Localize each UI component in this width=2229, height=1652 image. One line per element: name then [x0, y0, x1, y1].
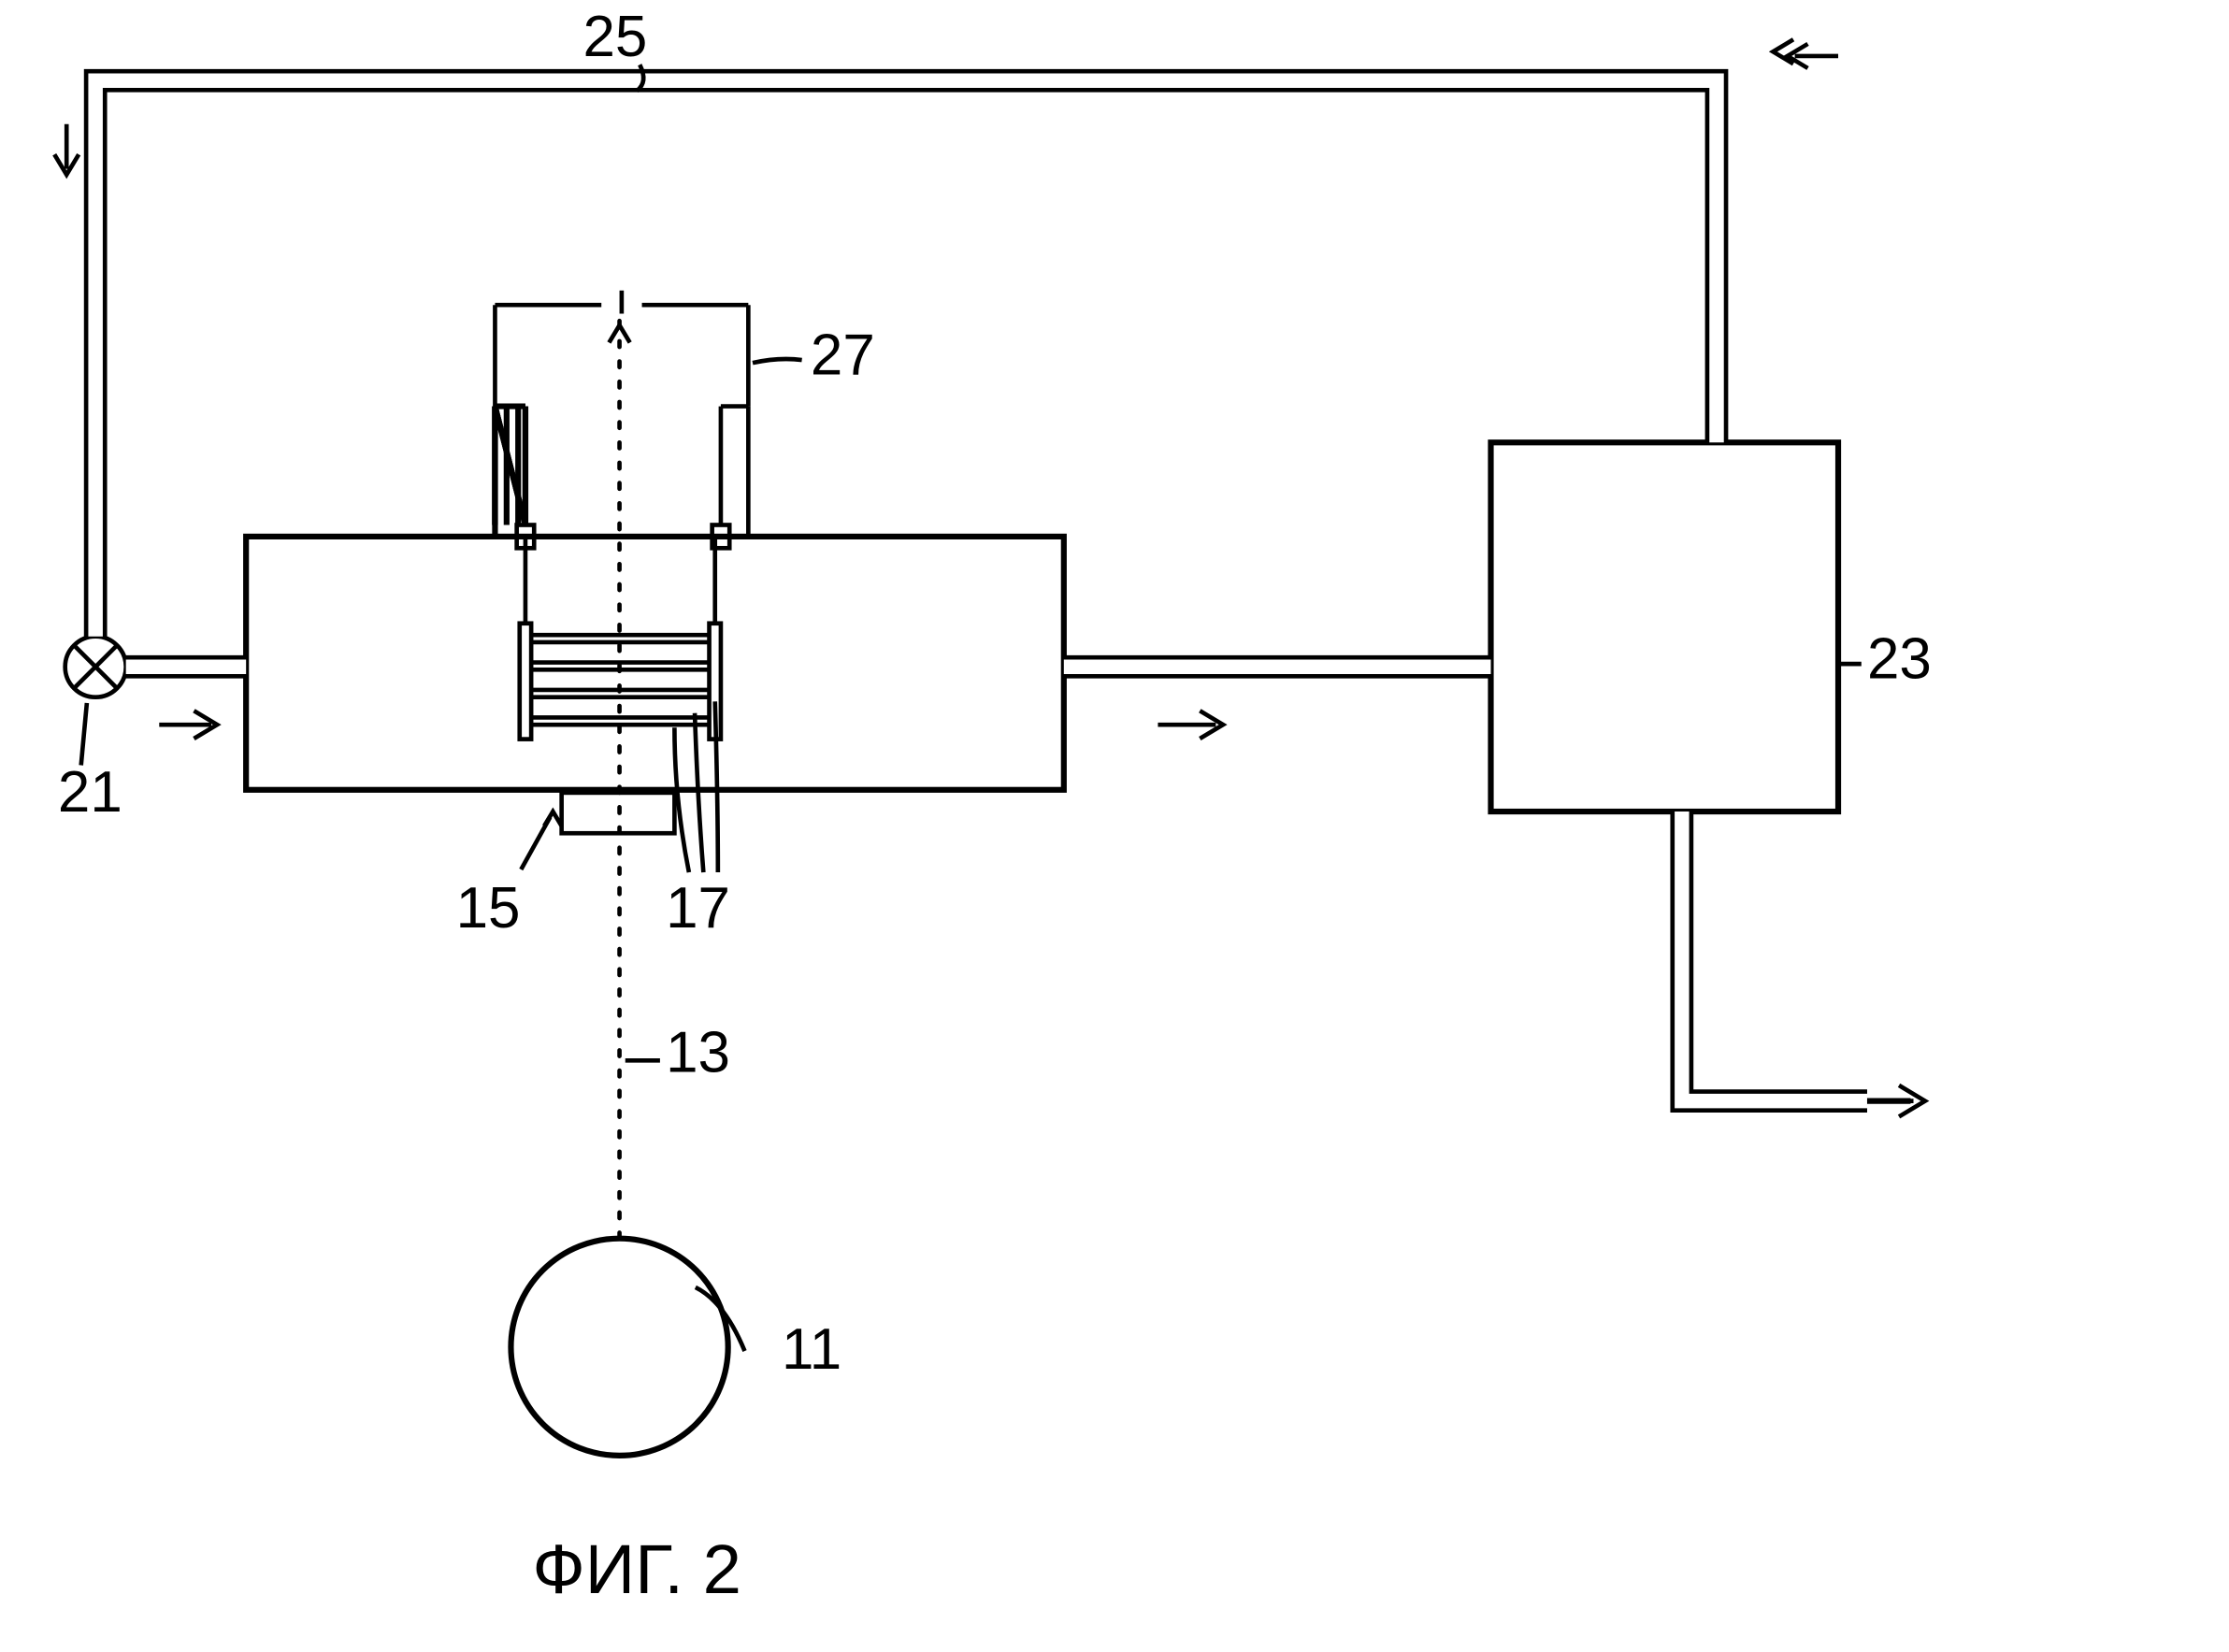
svg-text:11: 11 — [782, 1317, 841, 1382]
svg-text:23: 23 — [1867, 627, 1932, 692]
svg-text:ФИГ. 2: ФИГ. 2 — [532, 1530, 741, 1608]
svg-text:25: 25 — [582, 5, 647, 69]
svg-text:17: 17 — [666, 876, 730, 941]
svg-text:21: 21 — [58, 760, 122, 825]
svg-text:13: 13 — [666, 1021, 730, 1085]
svg-text:27: 27 — [811, 323, 875, 388]
svg-text:15: 15 — [456, 876, 521, 941]
